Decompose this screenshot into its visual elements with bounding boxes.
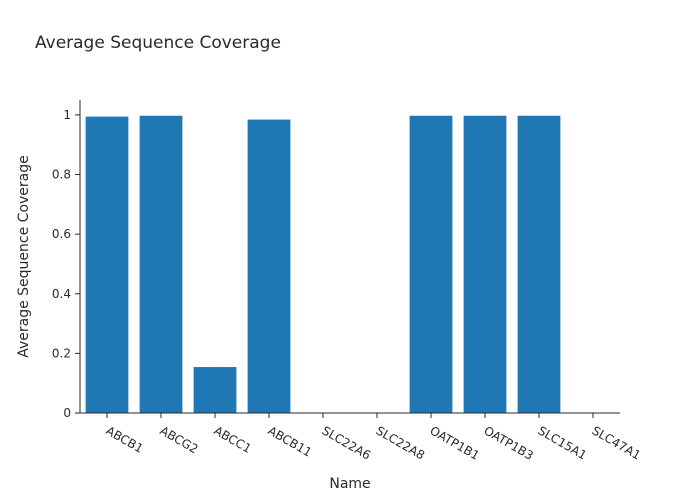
bars-group <box>85 115 561 414</box>
x-tick-label: ABCG2 <box>158 423 201 456</box>
x-tick-label: SLC15A1 <box>536 423 590 462</box>
x-tick-label: OATP1B3 <box>482 423 536 462</box>
x-axis: ABCB1 ABCG2 ABCC1 ABCB11 SLC22A6 SLC22A8 OATP1… <box>80 412 644 463</box>
x-tick-label: ABCB1 <box>104 423 146 455</box>
bar-oatp1b1 <box>409 115 453 414</box>
chart-title: Average Sequence Coverage <box>35 33 281 53</box>
x-tick-label: SLC22A6 <box>320 423 374 462</box>
bar-abcb1 <box>85 116 129 414</box>
bar-abcc1 <box>193 366 237 414</box>
y-tick-label: 0.2 <box>52 346 71 360</box>
y-tick-label: 0.4 <box>52 287 71 301</box>
y-tick-label: 0.8 <box>52 168 71 182</box>
y-tick-label: 0 <box>63 406 71 420</box>
x-axis-title: Name <box>329 476 370 492</box>
bar-abcb11 <box>247 119 291 414</box>
y-tick-label: 0.6 <box>52 227 71 241</box>
y-axis: 0 0.2 0.4 0.6 0.8 1 <box>52 100 81 420</box>
x-tick-label: SLC22A8 <box>374 423 428 462</box>
x-tick-label: SLC47A1 <box>590 423 644 462</box>
bar-oatp1b3 <box>463 115 507 414</box>
x-tick-label: ABCC1 <box>212 423 254 455</box>
y-axis-title: Average Sequence Coverage <box>16 155 32 358</box>
y-tick-label: 1 <box>63 108 71 122</box>
x-tick-label: OATP1B1 <box>428 423 482 462</box>
x-tick-label: ABCB11 <box>266 423 315 459</box>
bar-abcg2 <box>139 115 183 414</box>
bar-slc15a1 <box>517 115 561 414</box>
